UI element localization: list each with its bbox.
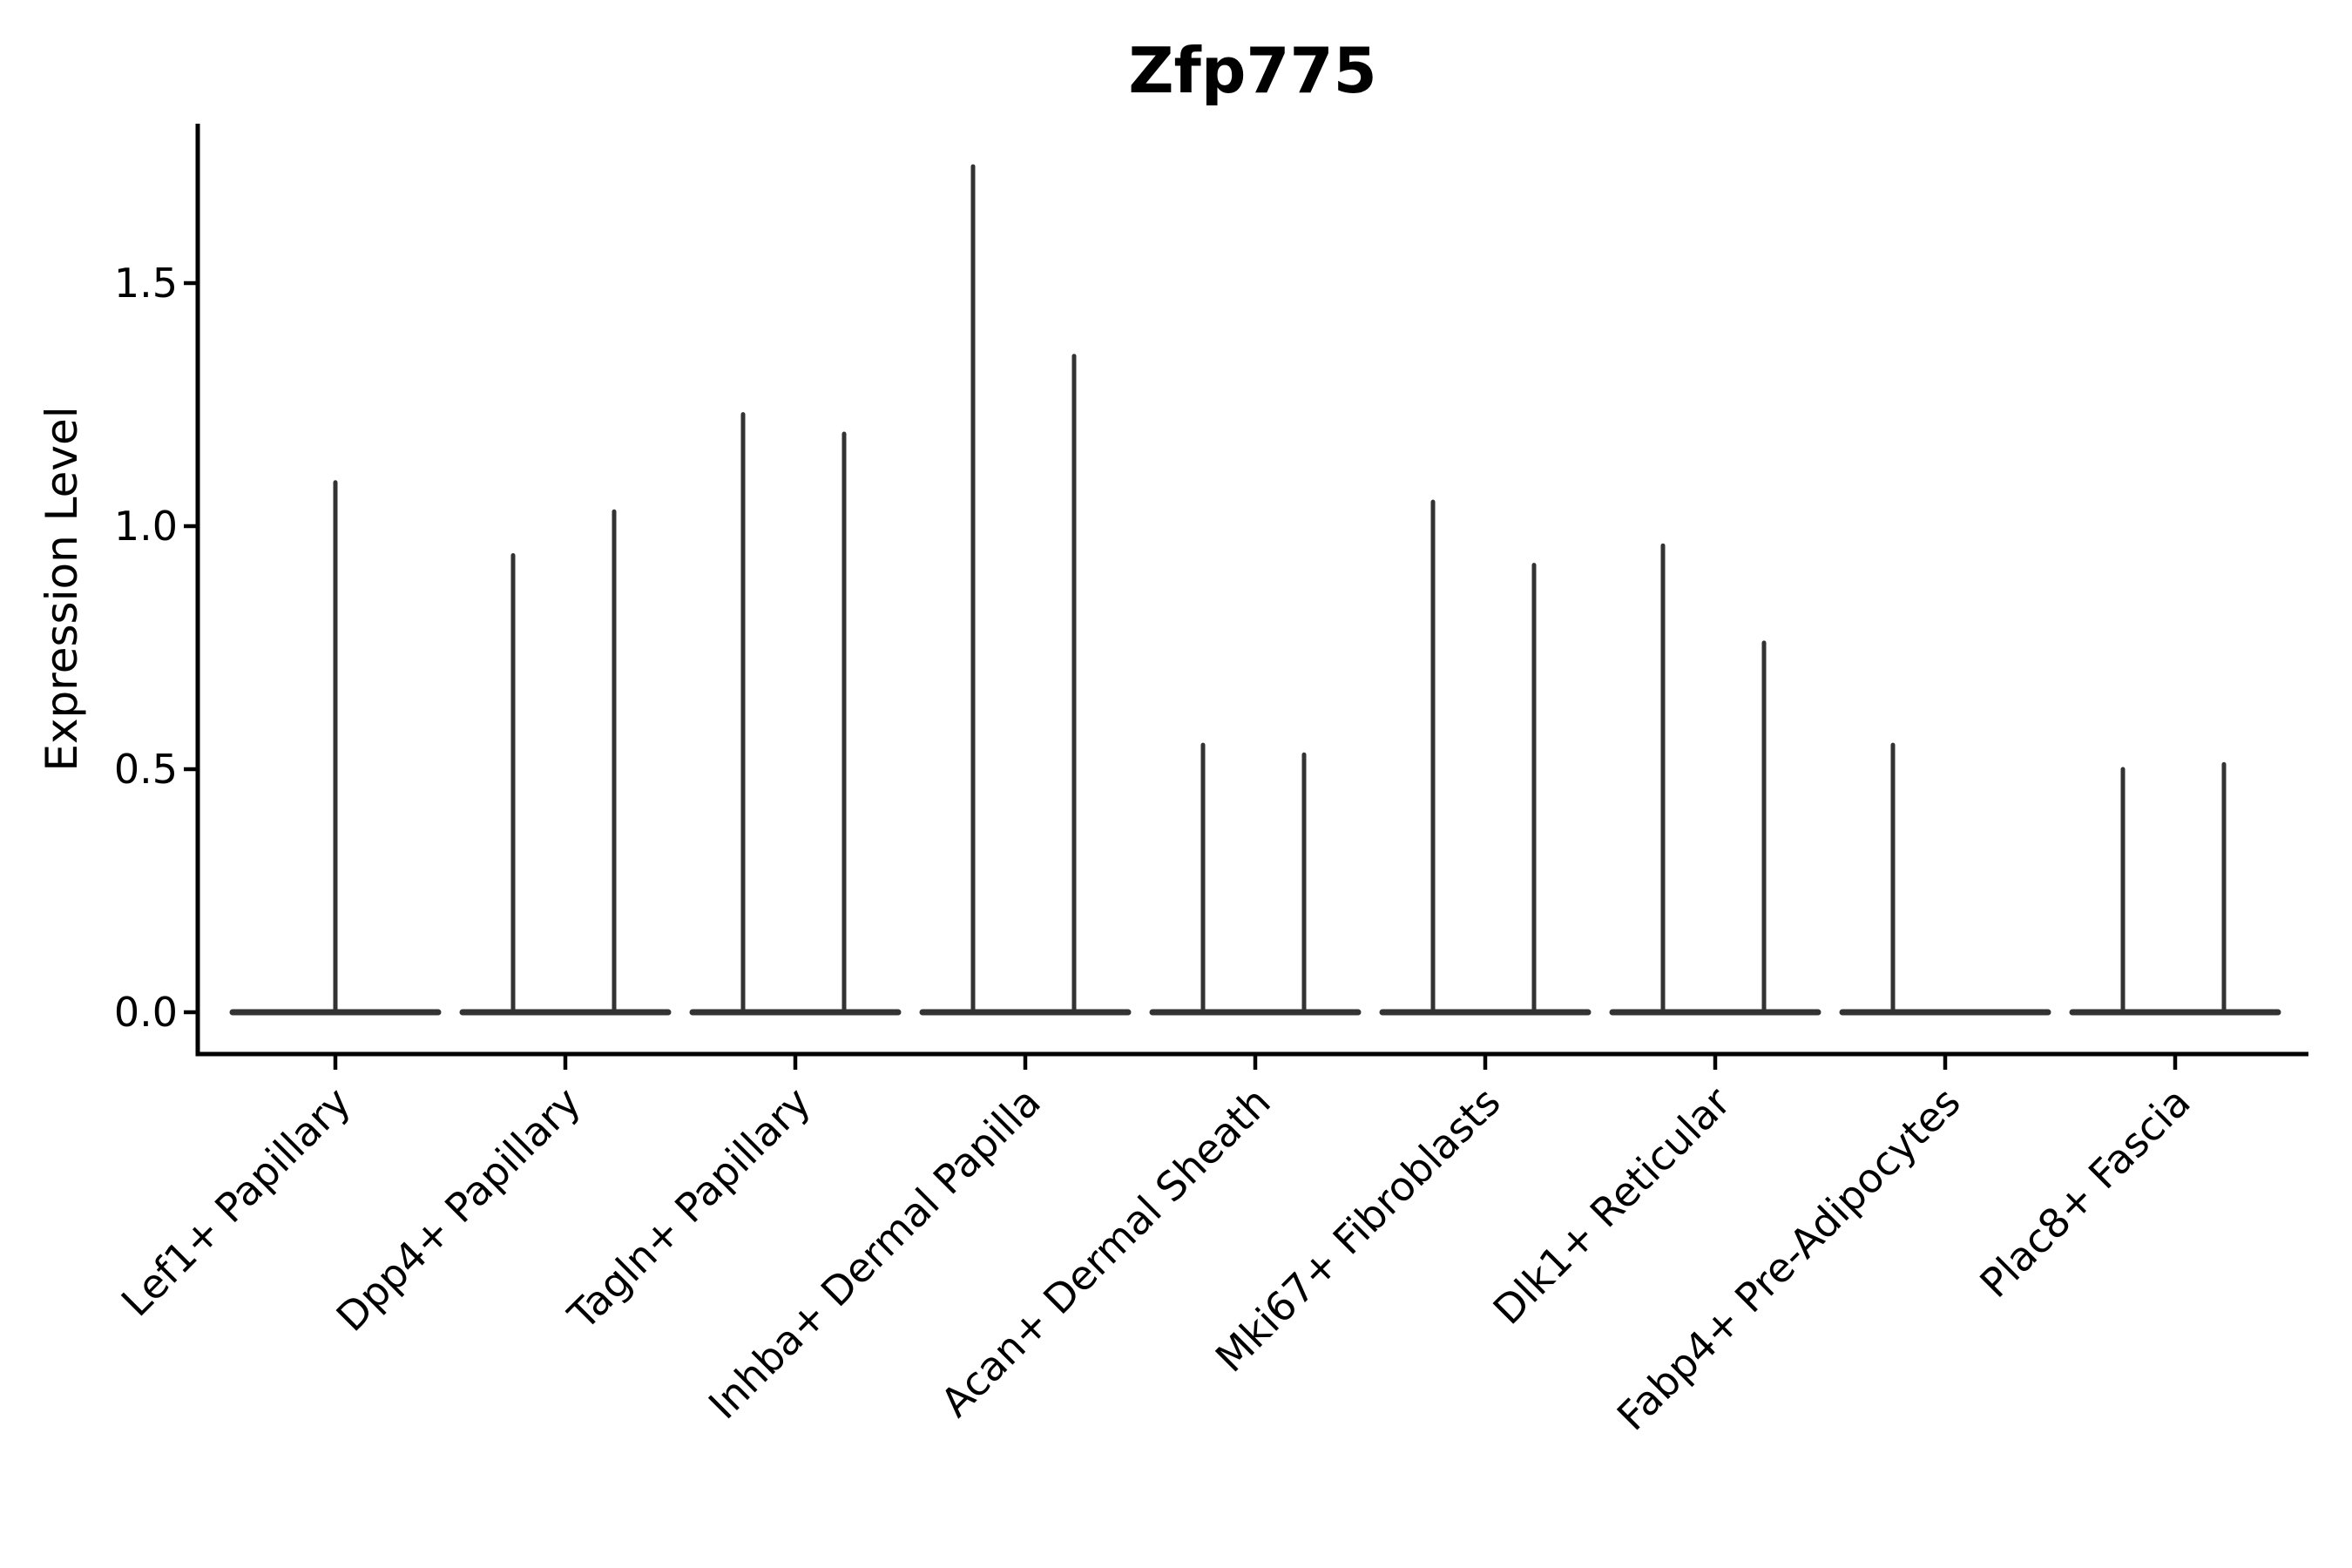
y-tick-label: 1.0	[114, 503, 178, 550]
x-tick-label: Plac8+ Fascia	[1970, 1078, 2199, 1307]
axes	[184, 124, 2308, 1070]
y-tick-labels: 0.0 0.5 1.0 1.5	[114, 260, 178, 1036]
y-tick-label: 1.5	[114, 260, 178, 307]
violins	[229, 164, 2281, 1016]
x-tick-label: Dlk1+ Reticular	[1484, 1078, 1740, 1334]
x-tick-label: Dpp4+ Papillary	[328, 1078, 590, 1341]
x-tick-label: Lef1+ Papillary	[112, 1078, 360, 1326]
x-tick-label: Tagln+ Papillary	[558, 1078, 820, 1340]
y-tick-label: 0.5	[114, 746, 178, 793]
y-axis-label: Expression Level	[37, 406, 87, 771]
plot-title: Zfp775	[1128, 34, 1376, 107]
y-tick-label: 0.0	[114, 989, 178, 1036]
